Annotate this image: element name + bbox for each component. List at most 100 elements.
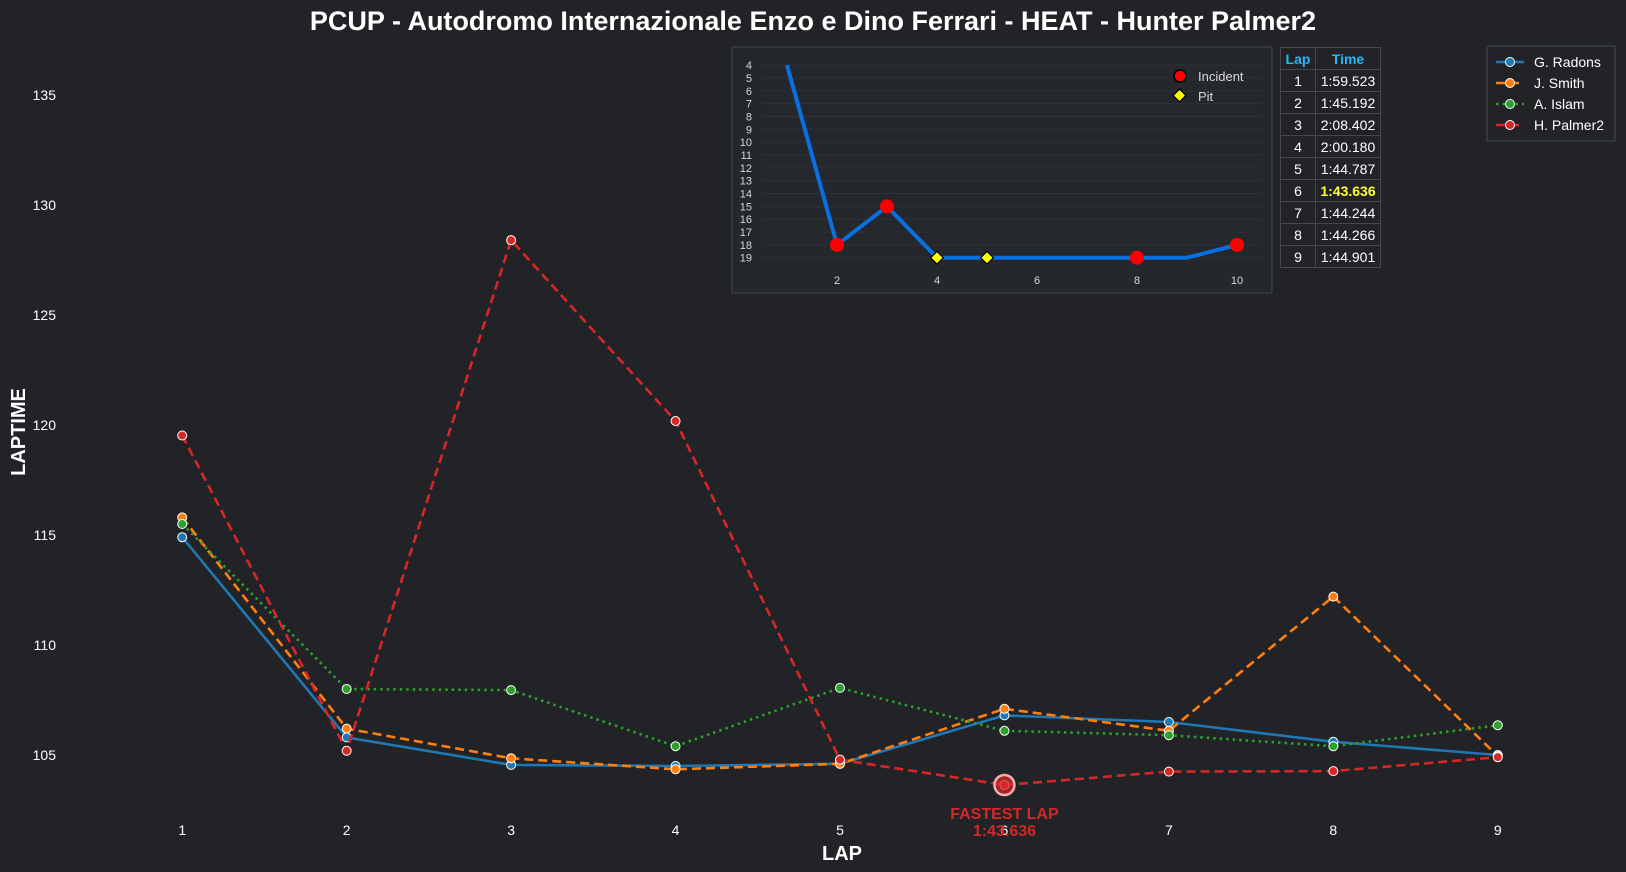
- inset-y-tick-label: 4: [746, 60, 752, 72]
- x-tick-label: 1: [178, 822, 186, 838]
- data-point: [1328, 766, 1339, 777]
- data-point: [341, 745, 352, 756]
- lap-number-cell: 4: [1280, 135, 1316, 158]
- y-tick-label: 130: [33, 197, 57, 213]
- pit-legend-marker: [1172, 88, 1187, 103]
- inset-y-tick-label: 16: [740, 214, 752, 226]
- series-h-palmer2: [177, 235, 1503, 791]
- pit-legend-label: Pit: [1198, 89, 1214, 104]
- incident-marker: [830, 237, 844, 252]
- data-point: [1163, 766, 1174, 777]
- inset-x-tick-labels: 2 4 6 8 10: [834, 275, 1243, 287]
- inset-y-tick-label: 18: [740, 240, 752, 252]
- data-point: [1328, 591, 1339, 602]
- y-tick-label: 125: [33, 307, 57, 323]
- y-axis-label: LAPTIME: [8, 388, 30, 476]
- x-tick-label: 3: [507, 822, 515, 838]
- data-point: [1492, 720, 1503, 731]
- lap-time-cell: 1:45.192: [1315, 91, 1381, 114]
- legend-label: A. Islam: [1534, 96, 1585, 112]
- inset-legend: Incident Pit: [1172, 69, 1244, 104]
- x-tick-label: 6: [1001, 822, 1009, 838]
- inset-y-tick-label: 8: [746, 111, 752, 123]
- x-tick-label: 2: [343, 822, 351, 838]
- series-line: [181, 523, 1498, 748]
- legend-marker: [1505, 57, 1515, 67]
- data-point: [999, 703, 1010, 714]
- inset-markers: [830, 199, 1244, 265]
- inset-y-tick-label: 5: [746, 73, 752, 85]
- inset-x-tick-label: 4: [934, 275, 940, 287]
- y-tick-label: 110: [34, 637, 57, 653]
- lap-time-cell: 2:00.180: [1315, 135, 1381, 158]
- table-row: 8 1:44.266: [1280, 223, 1381, 246]
- inset-y-tick-label: 19: [740, 253, 752, 265]
- x-tick-label: 7: [1165, 822, 1173, 838]
- series-line: [181, 516, 1499, 771]
- table-row: 2 1:45.192: [1280, 91, 1381, 114]
- inset-x-tick-label: 8: [1134, 275, 1140, 287]
- lap-number-cell: 7: [1280, 201, 1316, 224]
- data-point: [1163, 717, 1174, 727]
- table-row: 5 1:44.787: [1280, 157, 1381, 180]
- data-point: [341, 723, 352, 734]
- legend-marker: [1505, 78, 1515, 88]
- x-tick-label: 9: [1494, 822, 1502, 838]
- inset-y-tick-label: 9: [746, 124, 752, 136]
- legend-label: G. Radons: [1534, 54, 1601, 70]
- legend-marker: [1505, 99, 1515, 109]
- x-tick-labels: 1 2 3 4 5 6 7 8 9: [178, 822, 1502, 838]
- lap-time-cell: 1:59.523: [1315, 69, 1381, 92]
- lap-times-table: Lap Time 1 1:59.523 2 1:45.192 3 2:08.402 4 2:0…: [1280, 47, 1381, 268]
- y-tick-labels: 105 110 115 120 125 130 135: [33, 87, 57, 763]
- y-tick-label: 115: [34, 527, 57, 543]
- lap-number-cell: 5: [1280, 157, 1316, 180]
- data-point: [670, 741, 681, 752]
- position-line: [785, 64, 1238, 260]
- inset-y-tick-label: 11: [741, 150, 752, 162]
- pit-marker: [929, 250, 945, 265]
- table-row: 9 1:44.901: [1280, 245, 1381, 268]
- inset-frame: [731, 46, 1273, 294]
- series-line: [181, 536, 1498, 768]
- incident-marker: [1130, 250, 1144, 265]
- chart-title: PCUP - Autodromo Internazionale Enzo e D…: [310, 6, 1316, 36]
- x-tick-label: 8: [1329, 822, 1337, 838]
- y-tick-label: 135: [33, 87, 57, 103]
- lap-number-cell: 8: [1280, 223, 1316, 246]
- data-point: [506, 235, 517, 246]
- inset-y-tick-label: 12: [740, 163, 752, 175]
- lap-time-cell: 2:08.402: [1315, 113, 1381, 136]
- inset-y-tick-label: 17: [740, 227, 752, 239]
- y-tick-label: 120: [33, 417, 57, 433]
- fastest-lap-label: FASTEST LAP: [950, 806, 1059, 823]
- time-column-header: Time: [1315, 47, 1381, 70]
- incident-legend-label: Incident: [1198, 69, 1244, 84]
- lap-time-cell: 1:44.244: [1315, 201, 1381, 224]
- x-tick-label: 4: [672, 822, 680, 838]
- data-point: [1492, 752, 1503, 763]
- table-row: 7 1:44.244: [1280, 201, 1381, 224]
- inset-y-tick-label: 10: [740, 137, 752, 149]
- data-point: [506, 685, 517, 696]
- lap-number-cell: 9: [1280, 245, 1316, 268]
- x-tick-label: 5: [836, 822, 844, 838]
- data-point: [177, 532, 188, 543]
- data-point: [670, 764, 681, 775]
- inset-y-tick-label: 15: [740, 201, 752, 213]
- inset-x-tick-label: 10: [1231, 275, 1243, 287]
- data-point: [177, 430, 188, 441]
- data-point: [341, 684, 352, 694]
- lap-number-cell: 6: [1280, 179, 1316, 202]
- table-row: 1 1:59.523: [1280, 69, 1381, 92]
- main-legend: G. Radons J. Smith A. Islam H. Palmer2: [1486, 45, 1616, 142]
- inset-y-tick-label: 6: [746, 86, 752, 98]
- data-point: [177, 519, 188, 529]
- data-point: [999, 725, 1010, 736]
- lap-number-cell: 3: [1280, 113, 1316, 136]
- legend-item: A. Islam: [1496, 96, 1585, 112]
- lap-number-cell: 2: [1280, 91, 1316, 114]
